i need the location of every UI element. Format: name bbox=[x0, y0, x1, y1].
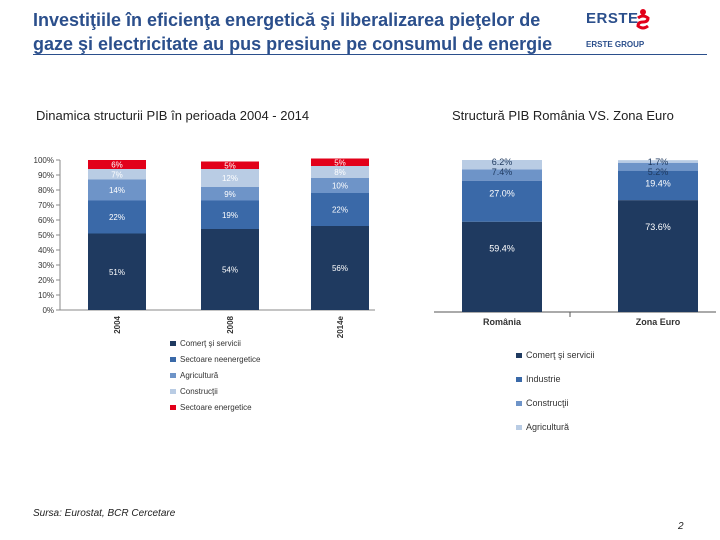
bar-value-label: 54% bbox=[222, 266, 238, 275]
legend-label: Construcţii bbox=[180, 387, 218, 396]
y-tick-label: 30% bbox=[38, 261, 54, 270]
y-tick-label: 90% bbox=[38, 171, 54, 180]
bar-value-label: 9% bbox=[224, 190, 236, 199]
legend-label: Comerţ şi servicii bbox=[526, 350, 595, 360]
legend-swatch bbox=[170, 373, 176, 378]
gdp-structure-dynamics-chart: 0% 10% 20% 30% 40% 50% 60% 70% 80% 90% 100% 51% 22% 1… bbox=[34, 156, 375, 412]
bar-value-label: 6.2% bbox=[492, 157, 513, 167]
x-tick-label: 2014e bbox=[336, 315, 345, 338]
bar-segment bbox=[88, 233, 146, 310]
legend-swatch bbox=[170, 341, 176, 346]
legend-swatch bbox=[516, 353, 522, 358]
legend-swatch bbox=[516, 425, 522, 430]
bar-value-label: 7% bbox=[111, 170, 123, 179]
page-title: Investiţiile în eficienţa energetică şi … bbox=[33, 8, 573, 56]
bar-value-label: 5.2% bbox=[648, 167, 669, 177]
bar-value-label: 5% bbox=[224, 161, 236, 170]
bar-value-label: 27.0% bbox=[489, 189, 515, 199]
bar-segment bbox=[201, 169, 259, 187]
erste-logo: ERSTE ERSTE GROUP bbox=[586, 8, 706, 52]
source-note: Sursa: Eurostat, BCR Cercetare bbox=[33, 508, 176, 519]
logo-symbol-icon bbox=[636, 9, 650, 30]
bar-value-label: 1.7% bbox=[648, 157, 669, 167]
bar-segment bbox=[311, 226, 369, 310]
bar-segment bbox=[311, 178, 369, 193]
legend-label: Agricultură bbox=[180, 371, 219, 380]
legend-label: Industrie bbox=[526, 374, 561, 384]
y-tick-label: 70% bbox=[38, 201, 54, 210]
legend-swatch bbox=[516, 377, 522, 382]
bar-segment bbox=[462, 180, 542, 222]
bar-segment bbox=[88, 179, 146, 201]
legend-label: Sectoare energetice bbox=[180, 403, 252, 412]
bar-value-label: 8% bbox=[334, 168, 346, 177]
bar-segment bbox=[311, 166, 369, 178]
bar-segment bbox=[618, 162, 698, 171]
y-tick-label: 40% bbox=[38, 246, 54, 255]
bar-segment bbox=[462, 160, 542, 170]
x-tick-label: Zona Euro bbox=[636, 317, 681, 327]
y-tick-label: 0% bbox=[42, 306, 54, 315]
x-tick-label: România bbox=[483, 317, 522, 327]
bar-segment bbox=[88, 200, 146, 234]
bar-segment bbox=[88, 169, 146, 180]
bar-value-label: 22% bbox=[332, 206, 348, 215]
bar-segment bbox=[311, 158, 369, 166]
x-tick-label: 2008 bbox=[226, 315, 235, 333]
bar-segment bbox=[618, 200, 698, 312]
bar-segment bbox=[618, 170, 698, 201]
legend-swatch bbox=[170, 389, 176, 394]
bar-value-label: 5% bbox=[334, 158, 346, 167]
page-number: 2 bbox=[678, 521, 684, 532]
legend-swatch bbox=[516, 401, 522, 406]
y-tick-label: 10% bbox=[38, 291, 54, 300]
bar-segment bbox=[462, 169, 542, 181]
bar-value-label: 56% bbox=[332, 264, 348, 273]
left-chart-title: Dinamica structurii PIB în perioada 2004… bbox=[36, 108, 310, 123]
bar-value-label: 51% bbox=[109, 268, 125, 277]
legend-label: Construcţii bbox=[526, 398, 569, 408]
bar-value-label: 22% bbox=[109, 213, 125, 222]
bar-segment bbox=[618, 160, 698, 163]
bar-value-label: 14% bbox=[109, 186, 125, 195]
logo-subtitle: ERSTE GROUP bbox=[586, 40, 645, 49]
title-underline bbox=[33, 54, 707, 55]
bar-segment bbox=[88, 160, 146, 169]
legend-label: Agricultură bbox=[526, 422, 569, 432]
right-chart-title: Structură PIB România VS. Zona Euro bbox=[452, 108, 674, 123]
legend-label: Sectoare neenergetice bbox=[180, 355, 261, 364]
bar-value-label: 10% bbox=[332, 182, 348, 191]
bar-value-label: 19% bbox=[222, 211, 238, 220]
x-tick-label: 2004 bbox=[113, 315, 122, 333]
bar-segment bbox=[201, 200, 259, 229]
bar-segment bbox=[462, 221, 542, 312]
bar-segment bbox=[201, 161, 259, 169]
y-tick-label: 80% bbox=[38, 186, 54, 195]
y-tick-label: 50% bbox=[38, 231, 54, 240]
y-tick-label: 100% bbox=[34, 156, 54, 165]
legend-swatch bbox=[170, 405, 176, 410]
legend-swatch bbox=[170, 357, 176, 362]
bar-value-label: 73.6% bbox=[645, 222, 671, 232]
bar-segment bbox=[201, 229, 259, 310]
bar-segment bbox=[201, 187, 259, 201]
bar-value-label: 6% bbox=[111, 161, 123, 170]
y-tick-label: 60% bbox=[38, 216, 54, 225]
bar-value-label: 7.4% bbox=[492, 167, 513, 177]
bar-value-label: 59.4% bbox=[489, 244, 515, 254]
legend-label: Comerţ şi servicii bbox=[180, 339, 241, 348]
bar-value-label: 12% bbox=[222, 174, 238, 183]
logo-wordmark: ERSTE bbox=[586, 10, 639, 27]
bar-value-label: 19.4% bbox=[645, 179, 671, 189]
bar-segment bbox=[311, 193, 369, 226]
gdp-structure-comparison-chart: 59.4% 27.0% 7.4%6.2% România 73.6% 19.4% 5.2%1… bbox=[434, 157, 716, 432]
y-tick-label: 20% bbox=[38, 276, 54, 285]
title-line-1: Investiţiile în eficienţa energetică şi … bbox=[33, 10, 541, 30]
title-line-2: gaze şi electricitate au pus presiune pe… bbox=[33, 34, 553, 54]
